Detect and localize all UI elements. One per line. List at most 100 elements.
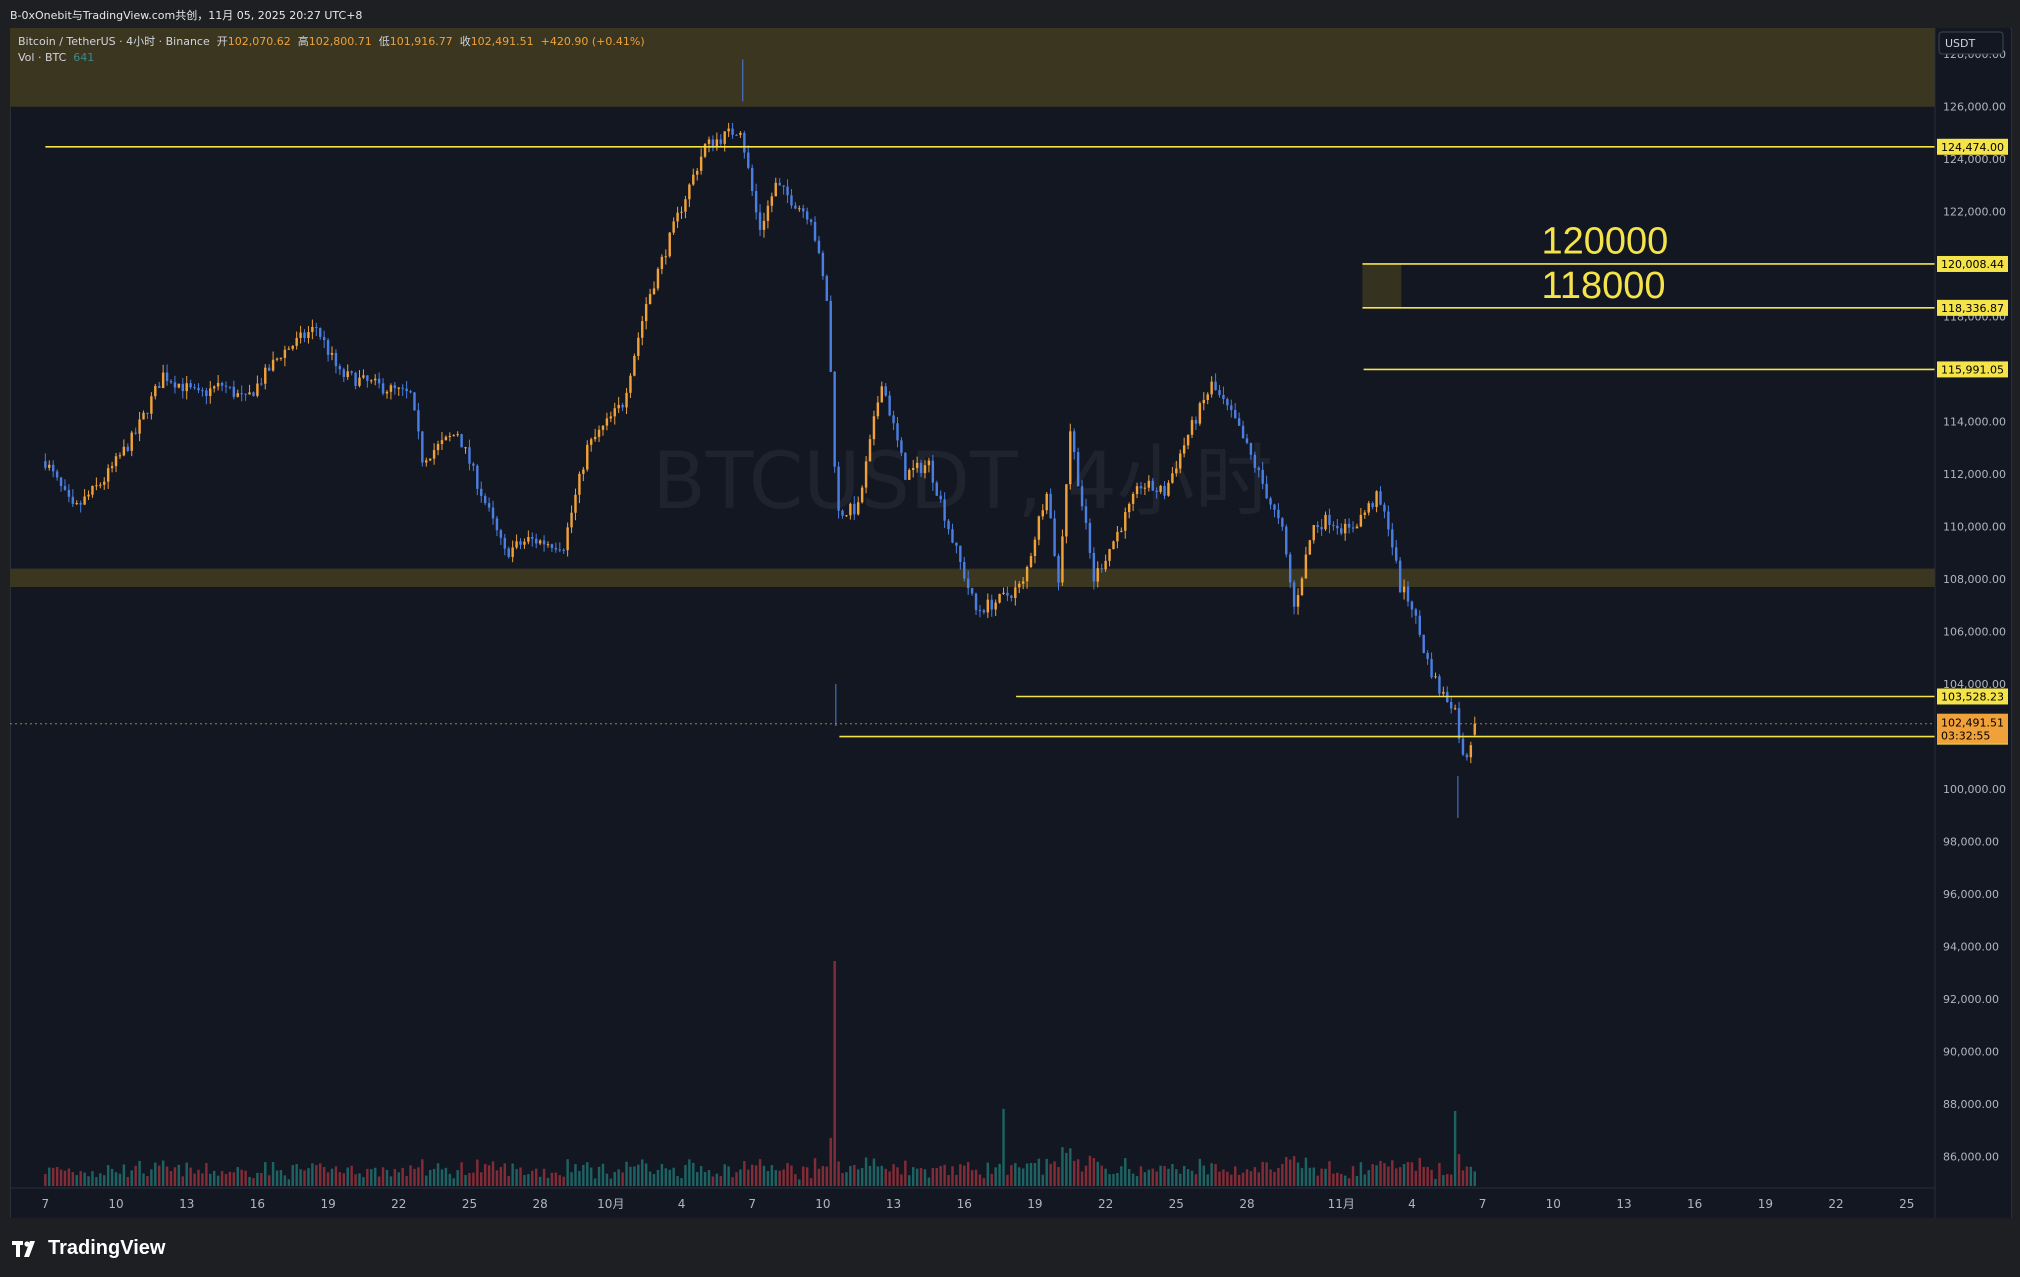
volume-bar <box>644 1163 648 1186</box>
candle-body <box>71 496 75 504</box>
candle-body <box>212 386 216 389</box>
candle-body <box>1021 581 1025 584</box>
volume-bar <box>1277 1167 1280 1186</box>
candle-body <box>633 355 636 376</box>
candle-body <box>1410 601 1414 610</box>
candle-body <box>480 488 483 496</box>
volume-bar <box>1453 1111 1457 1186</box>
volume-label[interactable]: Vol · BTC <box>18 51 67 64</box>
volume-bar <box>1300 1168 1304 1186</box>
volume-bar <box>177 1164 181 1186</box>
volume-bar <box>1053 1161 1056 1186</box>
price-level-tag-text: 120,008.44 <box>1941 258 2004 271</box>
volume-bar <box>939 1165 942 1186</box>
candle-body <box>798 208 801 210</box>
candle-body <box>468 447 471 464</box>
candle-body <box>888 395 891 416</box>
candle-body <box>126 446 130 451</box>
volume-bar <box>440 1169 444 1186</box>
volume-bar <box>974 1169 978 1186</box>
volume-bar <box>978 1174 982 1186</box>
volume-bar <box>1025 1163 1029 1186</box>
candle-body <box>692 174 695 185</box>
volume-bar <box>91 1171 94 1186</box>
time-tick-label: 10月 <box>597 1197 624 1211</box>
volume-bar <box>1312 1167 1315 1186</box>
candle-body <box>51 464 55 472</box>
volume-bar <box>711 1176 715 1186</box>
volume-bar <box>1135 1176 1139 1186</box>
volume-bar <box>762 1165 766 1186</box>
volume-bar <box>1072 1160 1076 1186</box>
volume-bar <box>1033 1163 1037 1186</box>
candle-body <box>778 182 781 186</box>
volume-bar <box>519 1167 522 1186</box>
volume-bar <box>837 1161 840 1186</box>
candle-body <box>1285 526 1288 555</box>
candle-body <box>947 520 950 530</box>
candle-body <box>1265 483 1268 499</box>
volume-bar <box>468 1173 471 1186</box>
volume-bar <box>1351 1166 1355 1186</box>
volume-bar <box>570 1172 573 1186</box>
volume-bar <box>476 1159 479 1186</box>
volume-bar <box>1418 1157 1421 1186</box>
volume-bar <box>1292 1156 1296 1186</box>
candle-body <box>782 185 785 187</box>
volume-bar <box>95 1177 98 1186</box>
candle-body <box>601 425 605 430</box>
candle-body <box>303 332 306 339</box>
candle-body <box>464 447 467 449</box>
candle-body <box>330 353 334 355</box>
candle-body <box>491 507 495 519</box>
volume-bar <box>825 1166 829 1186</box>
volume-bar <box>1371 1164 1374 1186</box>
volume-bar <box>480 1172 483 1186</box>
volume-bar <box>1147 1169 1151 1186</box>
candle-body <box>67 489 71 497</box>
high-value: 102,800.71 <box>308 35 372 48</box>
volume-bar <box>1237 1174 1241 1186</box>
candle-body <box>1041 510 1045 517</box>
volume-bar <box>951 1166 954 1186</box>
candle-body <box>44 461 47 468</box>
candle-body <box>130 432 133 451</box>
last-price-tag <box>1937 713 2008 744</box>
candle-body <box>495 518 499 531</box>
time-tick-label: 22 <box>1098 1197 1113 1211</box>
volume-bar <box>1249 1171 1253 1186</box>
volume-bar <box>1037 1158 1041 1186</box>
candle-body <box>197 387 200 391</box>
volume-bar <box>586 1162 589 1186</box>
volume-bar <box>130 1170 133 1186</box>
currency-label: USDT <box>1945 37 1976 50</box>
footer-bar <box>0 1218 2020 1277</box>
candle-body <box>1202 399 1206 404</box>
time-tick-label: 13 <box>886 1197 901 1211</box>
candle-body <box>1304 554 1308 579</box>
volume-bar <box>224 1174 228 1186</box>
candle-body <box>637 337 640 356</box>
price-level-tag-text: 103,528.23 <box>1941 690 2004 703</box>
candle-body <box>122 446 126 456</box>
volume-bar <box>169 1171 173 1186</box>
candle-body <box>597 429 601 437</box>
volume-bar <box>491 1161 495 1186</box>
volume-bar <box>605 1173 609 1186</box>
symbol-label[interactable]: Bitcoin / TetherUS · 4小时 · Binance <box>18 35 210 48</box>
volume-bar <box>193 1173 196 1186</box>
candle-body <box>1159 485 1162 492</box>
candle-body <box>715 139 719 148</box>
candle-body <box>648 294 652 305</box>
volume-bar <box>48 1167 51 1186</box>
volume-bar <box>342 1173 346 1186</box>
candle-body <box>1434 676 1437 678</box>
candle-body <box>1324 514 1327 530</box>
candle-body <box>605 418 609 426</box>
tradingview-logo[interactable]: TradingView <box>12 1237 165 1260</box>
volume-bar <box>589 1167 593 1186</box>
volume-bar <box>425 1175 428 1186</box>
volume-bar <box>1092 1158 1096 1186</box>
candle-body <box>1002 592 1005 594</box>
